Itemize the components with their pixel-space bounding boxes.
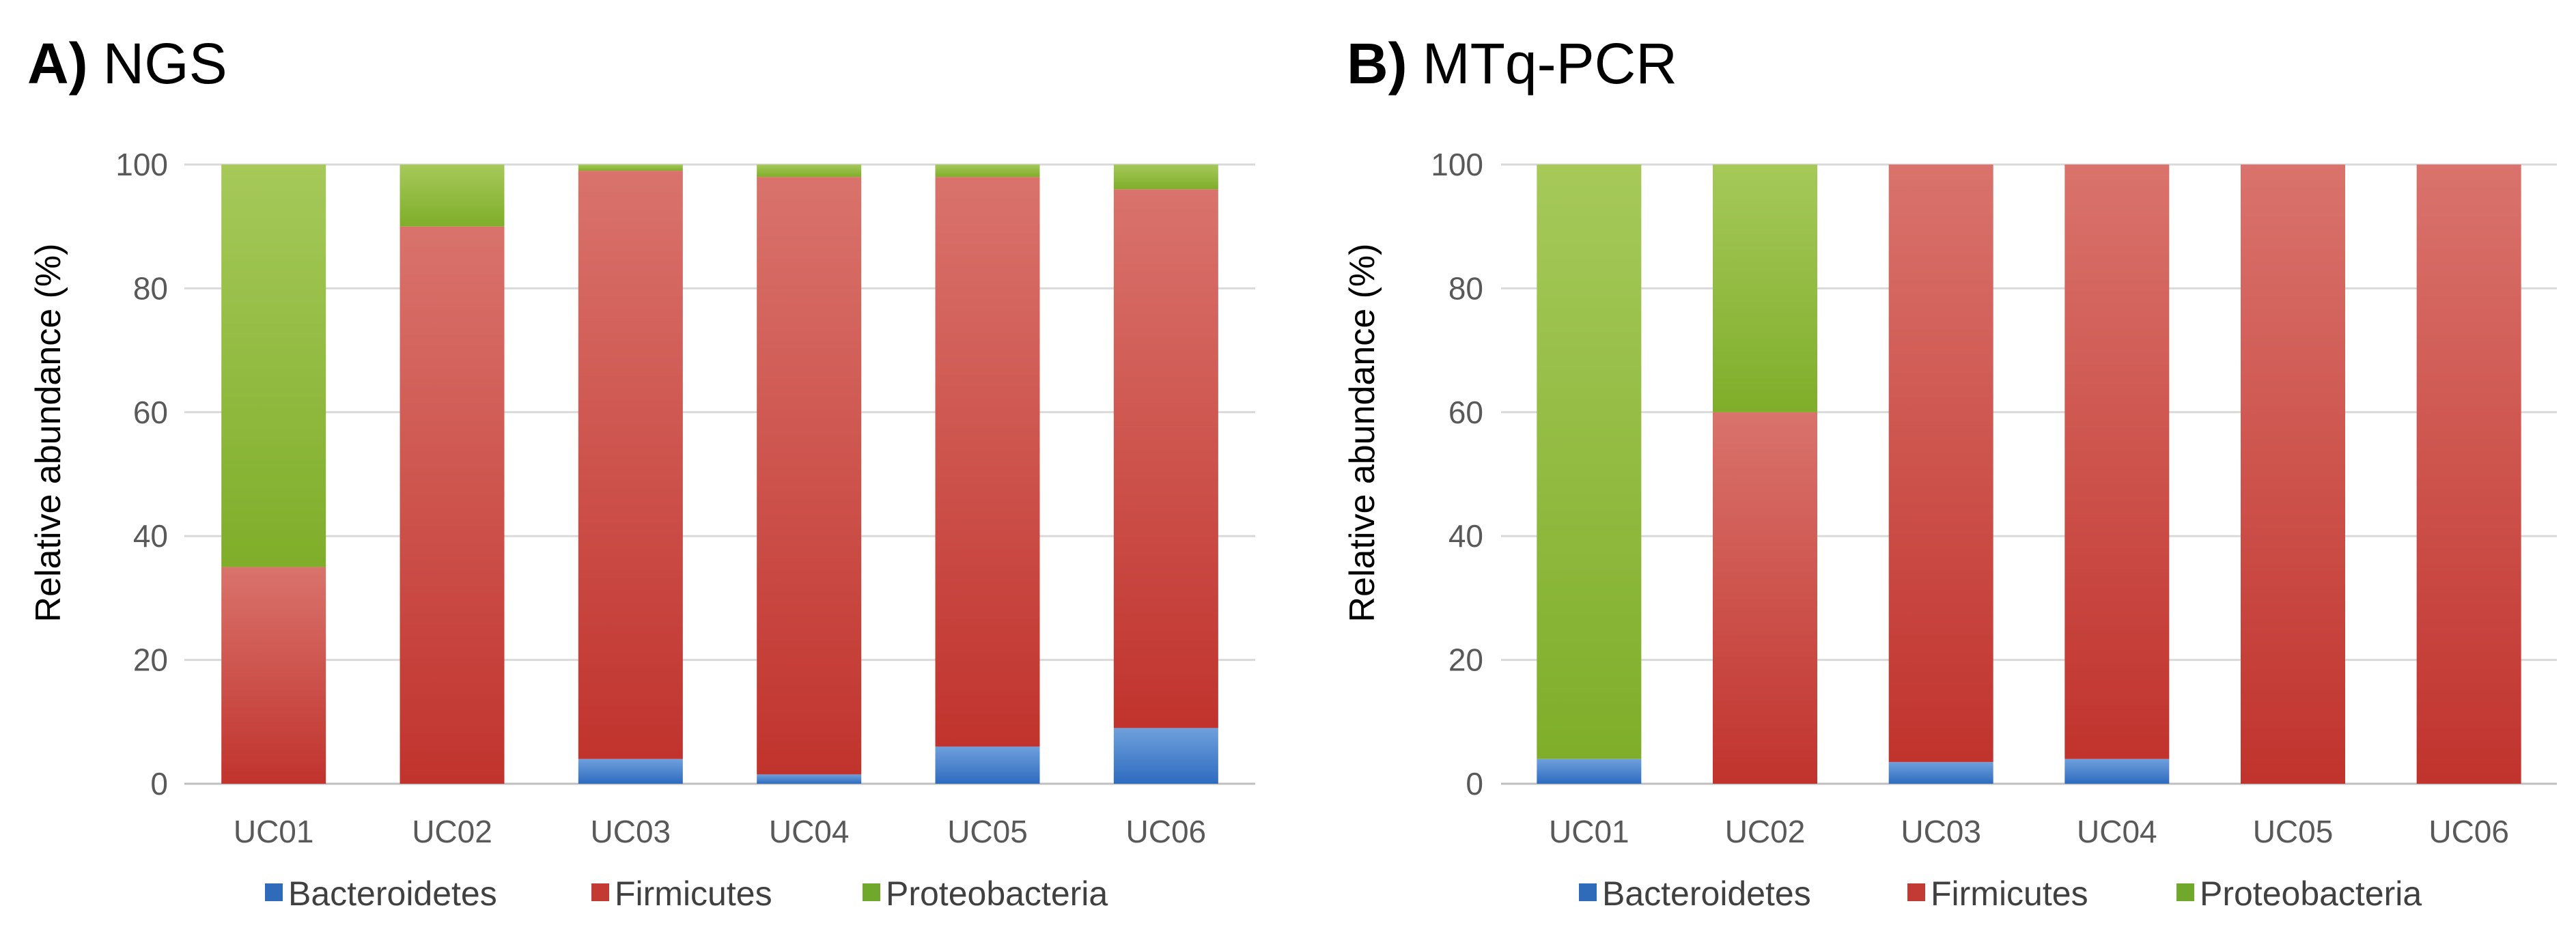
bar-uc05-bacteroidetes xyxy=(935,746,1040,784)
bar-uc06-firmicutes xyxy=(1113,189,1218,728)
bar-uc03-bacteroidetes xyxy=(578,758,683,784)
y-axis-ticks: 0 20 40 60 80 100 xyxy=(115,147,168,801)
bar-uc05-firmicutes xyxy=(935,177,1040,747)
panel-title: A) NGS xyxy=(27,31,227,96)
legend-swatch xyxy=(591,883,609,901)
gridlines xyxy=(1501,163,2557,785)
bar-uc06-bacteroidetes xyxy=(1113,728,1218,784)
legend-swatch xyxy=(1907,883,1925,901)
panel-letter: A) xyxy=(27,31,88,96)
bars xyxy=(1537,165,2521,784)
legend-swatch xyxy=(1579,883,1597,901)
x-tick-label: UC02 xyxy=(412,814,492,849)
legend-label: Proteobacteria xyxy=(886,875,1108,913)
x-tick-label: UC06 xyxy=(2428,814,2509,849)
bar-uc04-bacteroidetes xyxy=(2064,758,2170,784)
y-tick-label: 40 xyxy=(1448,518,1483,554)
bar-uc05-proteobacteria xyxy=(935,165,1040,178)
y-axis-title: Relative abundance (%) xyxy=(29,244,68,623)
x-axis-ticks: UC01 UC02 UC03 UC04 UC05 UC06 xyxy=(1549,814,2509,849)
bar-uc03-firmicutes xyxy=(578,171,683,759)
legend-swatch xyxy=(2176,883,2194,901)
bars xyxy=(221,165,1218,784)
bar-uc01-proteobacteria xyxy=(221,165,326,567)
x-tick-label: UC04 xyxy=(2077,814,2157,849)
y-tick-label: 100 xyxy=(115,147,168,182)
bar-uc03-bacteroidetes xyxy=(1888,762,1993,784)
x-tick-label: UC03 xyxy=(591,814,671,849)
bar-uc03-firmicutes xyxy=(1888,165,1993,763)
legend-label: Firmicutes xyxy=(615,875,772,913)
bar-uc04-firmicutes xyxy=(757,177,862,775)
bar-uc04-bacteroidetes xyxy=(757,774,862,784)
bar-uc01-proteobacteria xyxy=(1537,165,1642,759)
y-tick-label: 0 xyxy=(1466,766,1483,801)
panel-title-text: NGS xyxy=(103,31,227,96)
x-axis-ticks: UC01 UC02 UC03 UC04 UC05 UC06 xyxy=(234,814,1206,849)
panel-mtq-pcr: B) MTq-PCR Relative abundance (%) 0 20 40 60… xyxy=(1343,31,2557,913)
legend-item-bacteroidetes: Bacteroidetes xyxy=(265,875,497,913)
legend: Bacteroidetes Firmicutes Proteobacteria xyxy=(1579,875,2422,913)
bar-uc06-firmicutes xyxy=(2416,165,2521,784)
bar-uc05-firmicutes xyxy=(2241,165,2345,784)
y-tick-label: 60 xyxy=(133,395,168,430)
bar-uc02-proteobacteria xyxy=(400,165,505,227)
panel-ngs: A) NGS Relative abundance (%) 0 20 40 60 80 10… xyxy=(27,31,1255,913)
y-tick-label: 20 xyxy=(133,642,168,678)
legend-item-proteobacteria: Proteobacteria xyxy=(2176,875,2422,913)
x-tick-label: UC03 xyxy=(1901,814,1981,849)
panel-title-text: MTq-PCR xyxy=(1423,31,1677,96)
bar-uc06-proteobacteria xyxy=(1113,165,1218,190)
y-tick-label: 100 xyxy=(1431,147,1483,182)
x-tick-label: UC05 xyxy=(947,814,1028,849)
bar-uc02-firmicutes xyxy=(400,226,505,784)
legend-swatch xyxy=(863,883,880,901)
y-tick-label: 40 xyxy=(133,518,168,554)
y-tick-label: 60 xyxy=(1448,395,1483,430)
x-tick-label: UC04 xyxy=(769,814,850,849)
legend-label: Firmicutes xyxy=(1931,875,2088,913)
gridlines xyxy=(184,163,1255,785)
legend-item-bacteroidetes: Bacteroidetes xyxy=(1579,875,1811,913)
bar-uc04-firmicutes xyxy=(2064,165,2170,759)
x-tick-label: UC01 xyxy=(1549,814,1629,849)
bar-uc01-firmicutes xyxy=(221,567,326,784)
x-tick-label: UC01 xyxy=(234,814,314,849)
x-tick-label: UC05 xyxy=(2253,814,2334,849)
x-tick-label: UC02 xyxy=(1725,814,1806,849)
legend-label: Bacteroidetes xyxy=(1602,875,1811,913)
y-tick-label: 80 xyxy=(133,270,168,306)
bar-uc01-bacteroidetes xyxy=(1537,758,1642,784)
panel-letter: B) xyxy=(1347,31,1408,96)
legend-item-proteobacteria: Proteobacteria xyxy=(863,875,1108,913)
y-tick-label: 20 xyxy=(1448,642,1483,678)
legend-swatch xyxy=(265,883,283,901)
legend: Bacteroidetes Firmicutes Proteobacteria xyxy=(265,875,1108,913)
y-tick-label: 80 xyxy=(1448,270,1483,306)
bar-uc02-proteobacteria xyxy=(1713,165,1817,412)
panel-title: B) MTq-PCR xyxy=(1347,31,1677,96)
legend-item-firmicutes: Firmicutes xyxy=(591,875,772,913)
y-tick-label: 0 xyxy=(150,766,168,801)
y-axis-title: Relative abundance (%) xyxy=(1343,244,1382,623)
bar-uc02-firmicutes xyxy=(1713,412,1817,784)
legend-item-firmicutes: Firmicutes xyxy=(1907,875,2088,913)
legend-label: Bacteroidetes xyxy=(288,875,497,913)
y-axis-ticks: 0 20 40 60 80 100 xyxy=(1431,147,1483,801)
legend-label: Proteobacteria xyxy=(2200,875,2422,913)
bar-uc04-proteobacteria xyxy=(757,165,862,178)
x-tick-label: UC06 xyxy=(1126,814,1207,849)
bar-uc03-proteobacteria xyxy=(578,165,683,171)
